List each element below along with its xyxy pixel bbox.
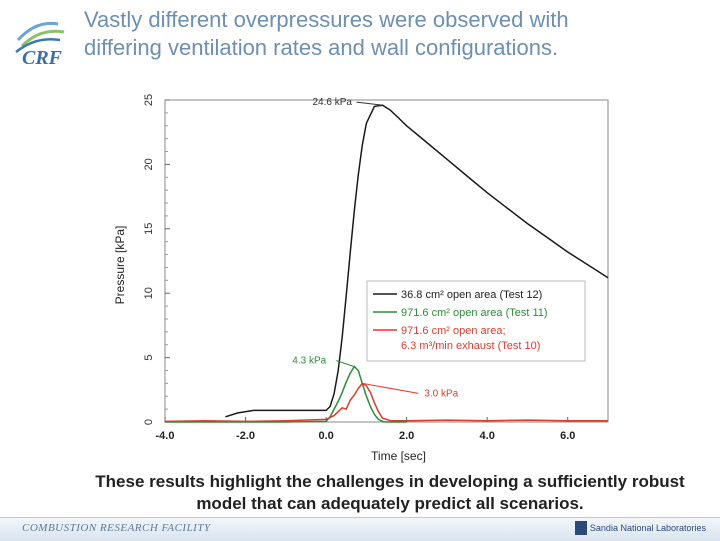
logo-arc-1 (16, 21, 59, 42)
x-tick-label: 6.0 (560, 430, 575, 442)
x-tick-label: 4.0 (480, 430, 495, 442)
y-tick-label: 15 (143, 223, 155, 235)
y-axis-label: Pressure [kPa] (113, 226, 127, 305)
caption: These results highlight the challenges i… (95, 472, 685, 513)
annotation-leader (356, 101, 383, 106)
slide-title-line-2: differing ventilation rates and wall con… (84, 35, 559, 60)
logo-arc-3 (15, 38, 61, 53)
plot-frame (164, 99, 609, 423)
x-tick-label: -4.0 (156, 430, 175, 442)
x-tick-label: 0.0 (318, 430, 333, 442)
y-tick-label: 5 (143, 355, 155, 361)
annotation-leader (362, 382, 419, 394)
footer-bar: COMBUSTION RESEARCH FACILITY Sandia Nati… (0, 517, 720, 541)
logo-arc-2 (20, 29, 65, 48)
y-tick-label: 25 (143, 94, 155, 106)
legend-box (366, 280, 586, 362)
x-axis-label: Time [sec] (371, 449, 426, 463)
legend-label-3: 971.6 cm² open area; (401, 325, 506, 337)
sandia-thunderbird-icon (574, 521, 587, 535)
x-tick-label: 2.0 (399, 430, 414, 442)
annotation-label: 4.3 kPa (292, 356, 326, 367)
legend-label-3: 6.3 m³/min exhaust (Test 10) (401, 340, 540, 352)
footer-facility-name: COMBUSTION RESEARCH FACILITY (22, 522, 211, 534)
series-line-2 (165, 365, 407, 423)
x-tick-label: -2.0 (236, 430, 255, 442)
legend-label-2: 971.6 cm² open area (Test 11) (401, 307, 548, 319)
logo-text: CRF (22, 47, 63, 69)
legend-label-1: 36.8 cm² open area (Test 12) (401, 289, 542, 301)
series-line-3 (164, 382, 608, 423)
annotation-label: 24.6 kPa (312, 97, 352, 108)
sandia-logo: Sandia National Laboratories (574, 521, 706, 535)
crf-logo: CRF (15, 21, 65, 69)
annotation-label: 3.0 kPa (424, 388, 458, 399)
slide-title: Vastly different overpressures were obse… (84, 6, 704, 62)
y-tick-label: 0 (143, 419, 155, 425)
sandia-logo-text: Sandia National Laboratories (589, 523, 706, 533)
y-tick-label: 10 (143, 287, 155, 299)
series-line-1 (225, 104, 609, 418)
y-tick-label: 20 (143, 158, 155, 170)
slide-title-line-1: Vastly different overpressures were obse… (84, 7, 569, 32)
annotation-leader (336, 360, 355, 368)
